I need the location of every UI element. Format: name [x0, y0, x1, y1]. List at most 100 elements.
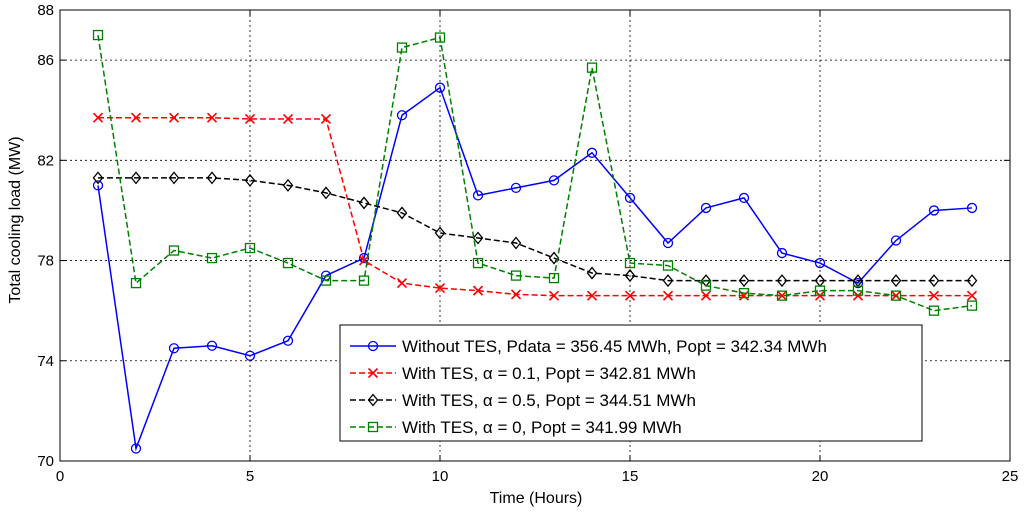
x-tick-label: 10	[432, 468, 449, 485]
x-tick-label: 5	[246, 468, 254, 485]
data-point	[206, 171, 218, 185]
data-point	[92, 112, 104, 123]
data-point	[396, 206, 408, 220]
data-point	[282, 113, 294, 125]
data-point	[586, 266, 598, 280]
data-point	[358, 252, 370, 264]
y-tick-label: 82	[37, 152, 54, 169]
legend-label: Without TES, Pdata = 356.45 MWh, Popt = …	[402, 337, 827, 356]
data-point	[472, 231, 484, 245]
data-point	[890, 235, 902, 246]
data-point	[206, 340, 218, 351]
data-point	[168, 171, 180, 185]
data-point	[852, 285, 864, 296]
data-point	[358, 275, 370, 286]
data-point	[130, 277, 142, 289]
data-point	[130, 171, 142, 185]
data-point	[700, 202, 712, 214]
series-0	[92, 82, 978, 454]
x-tick-label: 25	[1002, 468, 1019, 485]
data-point	[624, 257, 636, 269]
legend-entry: With TES, α = 0.1, Popt = 342.81 MWh	[350, 364, 696, 383]
data-point	[244, 173, 256, 187]
data-point	[662, 290, 674, 301]
legend: Without TES, Pdata = 356.45 MWh, Popt = …	[339, 324, 923, 442]
data-point	[168, 112, 180, 123]
data-point	[738, 192, 750, 204]
series-line	[97, 34, 973, 312]
data-point	[92, 29, 104, 41]
data-point	[472, 285, 484, 296]
data-point	[282, 178, 294, 192]
data-point	[662, 237, 674, 249]
data-point	[928, 290, 940, 301]
legend-label: With TES, α = 0.5, Popt = 344.51 MWh	[402, 391, 696, 410]
data-point	[928, 274, 940, 288]
legend-entry: With TES, α = 0, Popt = 341.99 MWh	[350, 418, 682, 437]
data-point	[244, 350, 256, 361]
data-point	[206, 112, 218, 123]
data-point	[890, 290, 902, 301]
series-line	[97, 86, 973, 452]
data-point	[130, 443, 142, 454]
y-tick-label: 88	[37, 2, 54, 19]
data-point	[510, 289, 522, 300]
data-point	[586, 147, 598, 158]
data-point	[434, 283, 446, 294]
data-point	[814, 285, 826, 296]
x-tick-label: 20	[812, 468, 829, 485]
data-point	[244, 242, 256, 254]
series-line	[98, 116, 972, 297]
data-point	[510, 270, 522, 281]
data-point	[434, 226, 446, 240]
y-tick-label: 86	[37, 52, 54, 69]
data-point	[130, 112, 142, 123]
data-point	[320, 186, 332, 200]
data-point	[320, 275, 332, 286]
data-point	[624, 269, 636, 283]
legend-box	[339, 324, 923, 442]
data-point	[320, 113, 332, 125]
data-point	[472, 190, 484, 201]
y-tick-label: 74	[37, 353, 54, 370]
data-point	[282, 335, 294, 346]
data-point	[548, 272, 560, 284]
data-point	[548, 251, 560, 265]
x-tick-label: 15	[622, 468, 639, 485]
legend-label: With TES, α = 0, Popt = 341.99 MWh	[402, 418, 682, 437]
series-3	[92, 29, 978, 316]
data-point	[662, 260, 674, 271]
data-point	[586, 290, 598, 301]
data-point	[396, 110, 408, 121]
data-point	[700, 280, 712, 291]
x-tick-label: 0	[56, 468, 64, 485]
series-line	[98, 177, 972, 282]
series-1	[92, 112, 978, 301]
axis-ticks: 0 5 10 15 20 25 70 74 78 82 86 88	[37, 2, 1018, 485]
data-point	[92, 171, 104, 185]
data-point	[396, 278, 408, 289]
data-point	[738, 287, 750, 299]
series-layer	[92, 29, 978, 454]
data-point	[776, 247, 788, 259]
data-point	[510, 182, 522, 194]
data-point	[244, 113, 256, 125]
data-point	[776, 274, 788, 288]
data-point	[548, 175, 560, 186]
data-point	[206, 252, 218, 264]
data-point	[548, 290, 560, 301]
data-point	[814, 257, 826, 269]
data-point	[662, 274, 674, 288]
data-point	[624, 290, 636, 301]
data-point	[700, 290, 712, 301]
x-axis-title: Time (Hours)	[490, 490, 583, 507]
data-point	[358, 196, 370, 210]
data-point	[92, 180, 104, 191]
y-tick-label: 70	[37, 453, 54, 470]
data-point	[624, 192, 636, 204]
data-point	[890, 274, 902, 288]
legend-swatch-marker	[367, 367, 379, 379]
data-point	[472, 257, 484, 269]
legend-swatch-marker	[367, 340, 379, 352]
data-point	[966, 290, 978, 301]
